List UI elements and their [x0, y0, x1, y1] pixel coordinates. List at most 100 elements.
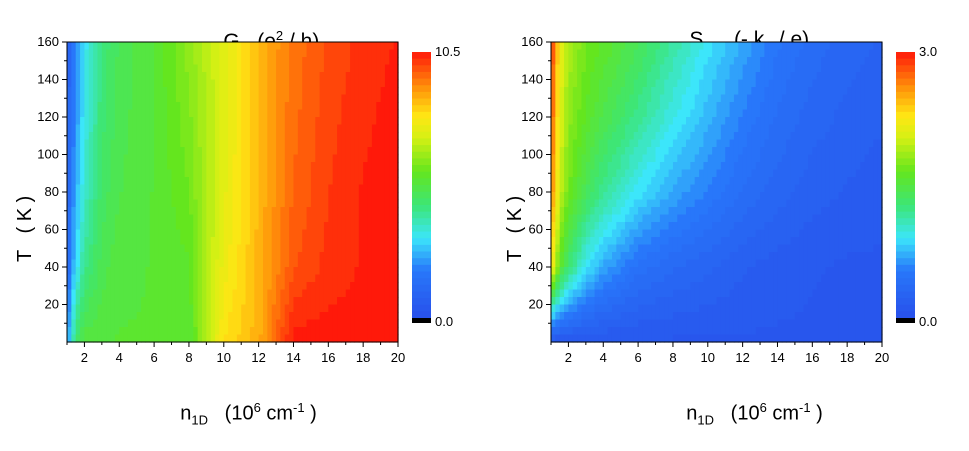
- heatmap-cell: [743, 125, 748, 133]
- heatmap-cell: [324, 177, 329, 185]
- heatmap-cell: [276, 282, 281, 290]
- heatmap-cell: [751, 185, 756, 193]
- heatmap-cell: [119, 237, 124, 245]
- heatmap-cell: [145, 117, 150, 125]
- heatmap-cell: [721, 147, 726, 155]
- heatmap-cell: [307, 57, 312, 65]
- heatmap-cell: [354, 252, 359, 260]
- heatmap-cell: [843, 215, 848, 223]
- heatmap-cell: [603, 132, 608, 140]
- heatmap-cell: [267, 162, 272, 170]
- heatmap-cell: [180, 155, 185, 163]
- heatmap-cell: [202, 102, 207, 110]
- heatmap-cell: [725, 57, 730, 65]
- heatmap-cell: [581, 192, 586, 200]
- heatmap-cell: [76, 110, 81, 118]
- heatmap-cell: [804, 162, 809, 170]
- heatmap-cell: [302, 57, 307, 65]
- heatmap-cell: [560, 200, 565, 208]
- heatmap-cell: [206, 50, 211, 58]
- heatmap-cell: [564, 42, 569, 50]
- heatmap-cell: [158, 260, 163, 268]
- heatmap-cell: [289, 132, 294, 140]
- heatmap-cell: [237, 252, 242, 260]
- heatmap-cell: [743, 50, 748, 58]
- heatmap-cell: [285, 290, 290, 298]
- heatmap-cell: [725, 207, 730, 215]
- heatmap-cell: [795, 140, 800, 148]
- heatmap-cell: [211, 170, 216, 178]
- heatmap-cell: [773, 125, 778, 133]
- heatmap-cell: [812, 57, 817, 65]
- heatmap-cell: [272, 110, 277, 118]
- heatmap-cell: [206, 320, 211, 328]
- heatmap-cell: [246, 80, 251, 88]
- heatmap-cell: [568, 222, 573, 230]
- heatmap-cell: [738, 80, 743, 88]
- heatmap-cell: [233, 140, 238, 148]
- heatmap-cell: [307, 65, 312, 73]
- heatmap-cell: [172, 147, 177, 155]
- heatmap-cell: [176, 290, 181, 298]
- heatmap-cell: [682, 87, 687, 95]
- heatmap-cell: [276, 222, 281, 230]
- heatmap-cell: [137, 170, 142, 178]
- heatmap-cell: [137, 65, 142, 73]
- heatmap-cell: [307, 80, 312, 88]
- heatmap-cell: [363, 267, 368, 275]
- heatmap-cell: [241, 305, 246, 313]
- heatmap-cell: [555, 102, 560, 110]
- heatmap-cell: [381, 50, 386, 58]
- heatmap-cell: [341, 305, 346, 313]
- heatmap-cell: [354, 95, 359, 103]
- heatmap-cell: [158, 147, 163, 155]
- heatmap-cell: [368, 42, 373, 50]
- heatmap-cell: [202, 170, 207, 178]
- heatmap-cell: [581, 72, 586, 80]
- heatmap-cell: [625, 177, 630, 185]
- heatmap-cell: [738, 95, 743, 103]
- heatmap-cell: [289, 65, 294, 73]
- heatmap-cell: [791, 87, 796, 95]
- heatmap-cell: [254, 192, 259, 200]
- heatmap-cell: [172, 170, 177, 178]
- heatmap-cell: [712, 155, 717, 163]
- heatmap-cell: [172, 282, 177, 290]
- heatmap-cell: [708, 57, 713, 65]
- heatmap-cell: [89, 162, 94, 170]
- heatmap-cell: [150, 335, 155, 343]
- heatmap-cell: [708, 132, 713, 140]
- heatmap-cell: [328, 185, 333, 193]
- heatmap-cell: [608, 185, 613, 193]
- heatmap-cell: [603, 177, 608, 185]
- heatmap-cell: [551, 80, 556, 88]
- heatmap-cell: [372, 42, 377, 50]
- heatmap-cell: [106, 312, 111, 320]
- heatmap-cell: [764, 147, 769, 155]
- heatmap-cell: [677, 42, 682, 50]
- heatmap-cell: [280, 50, 285, 58]
- heatmap-cell: [167, 95, 172, 103]
- heatmap-cell: [825, 87, 830, 95]
- heatmap-cell: [791, 162, 796, 170]
- heatmap-cell: [84, 87, 89, 95]
- heatmap-cell: [764, 42, 769, 50]
- heatmap-cell: [307, 72, 312, 80]
- heatmap-cell: [725, 155, 730, 163]
- heatmap-cell: [320, 260, 325, 268]
- heatmap-cell: [115, 72, 120, 80]
- heatmap-cell: [293, 267, 298, 275]
- heatmap-cell: [346, 192, 351, 200]
- heatmap-cell: [690, 200, 695, 208]
- heatmap-cell: [93, 282, 98, 290]
- heatmap-cell: [376, 312, 381, 320]
- heatmap-cell: [185, 215, 190, 223]
- heatmap-cell: [141, 252, 146, 260]
- heatmap-cell: [690, 87, 695, 95]
- heatmap-cell: [320, 177, 325, 185]
- heatmap-cell: [233, 320, 238, 328]
- heatmap-cell: [346, 245, 351, 253]
- heatmap-cell: [782, 50, 787, 58]
- heatmap-cell: [315, 147, 320, 155]
- heatmap-cell: [699, 125, 704, 133]
